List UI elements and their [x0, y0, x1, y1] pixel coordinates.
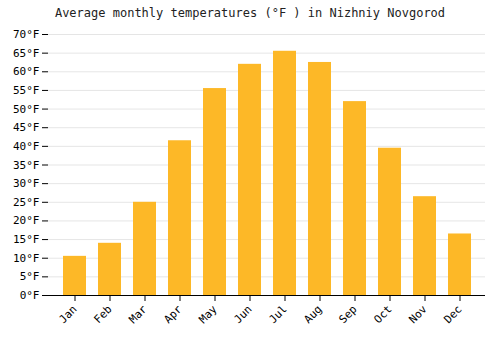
svg-text:65°F: 65°F	[13, 47, 40, 60]
svg-text:Oct: Oct	[371, 303, 394, 326]
svg-text:Jul: Jul	[266, 303, 289, 326]
svg-text:5°F: 5°F	[20, 270, 40, 283]
svg-text:Jun: Jun	[231, 303, 254, 326]
svg-text:Nov: Nov	[406, 302, 430, 326]
svg-text:30°F: 30°F	[13, 177, 40, 190]
svg-text:Feb: Feb	[91, 303, 114, 326]
svg-text:20°F: 20°F	[13, 214, 40, 227]
svg-text:May: May	[196, 302, 220, 326]
svg-text:Apr: Apr	[161, 302, 185, 326]
svg-text:50°F: 50°F	[13, 103, 40, 116]
svg-text:25°F: 25°F	[13, 196, 40, 209]
svg-text:60°F: 60°F	[13, 65, 40, 78]
svg-text:Sep: Sep	[336, 303, 359, 326]
svg-text:55°F: 55°F	[13, 84, 40, 97]
svg-text:Dec: Dec	[441, 303, 464, 326]
svg-text:Mar: Mar	[126, 302, 150, 326]
svg-text:70°F: 70°F	[13, 28, 40, 41]
svg-text:15°F: 15°F	[13, 233, 40, 246]
svg-text:Jan: Jan	[56, 303, 79, 326]
svg-text:45°F: 45°F	[13, 121, 40, 134]
html-text:Average monthly temperatures (: Average monthly temperatures (°F ) in Ni…	[54, 6, 446, 20]
svg-text:40°F: 40°F	[13, 140, 40, 153]
svg-text:35°F: 35°F	[13, 159, 40, 172]
svg-text:10°F: 10°F	[13, 252, 40, 265]
svg-text:0°F: 0°F	[20, 289, 40, 302]
svg-text:Aug: Aug	[301, 303, 324, 326]
